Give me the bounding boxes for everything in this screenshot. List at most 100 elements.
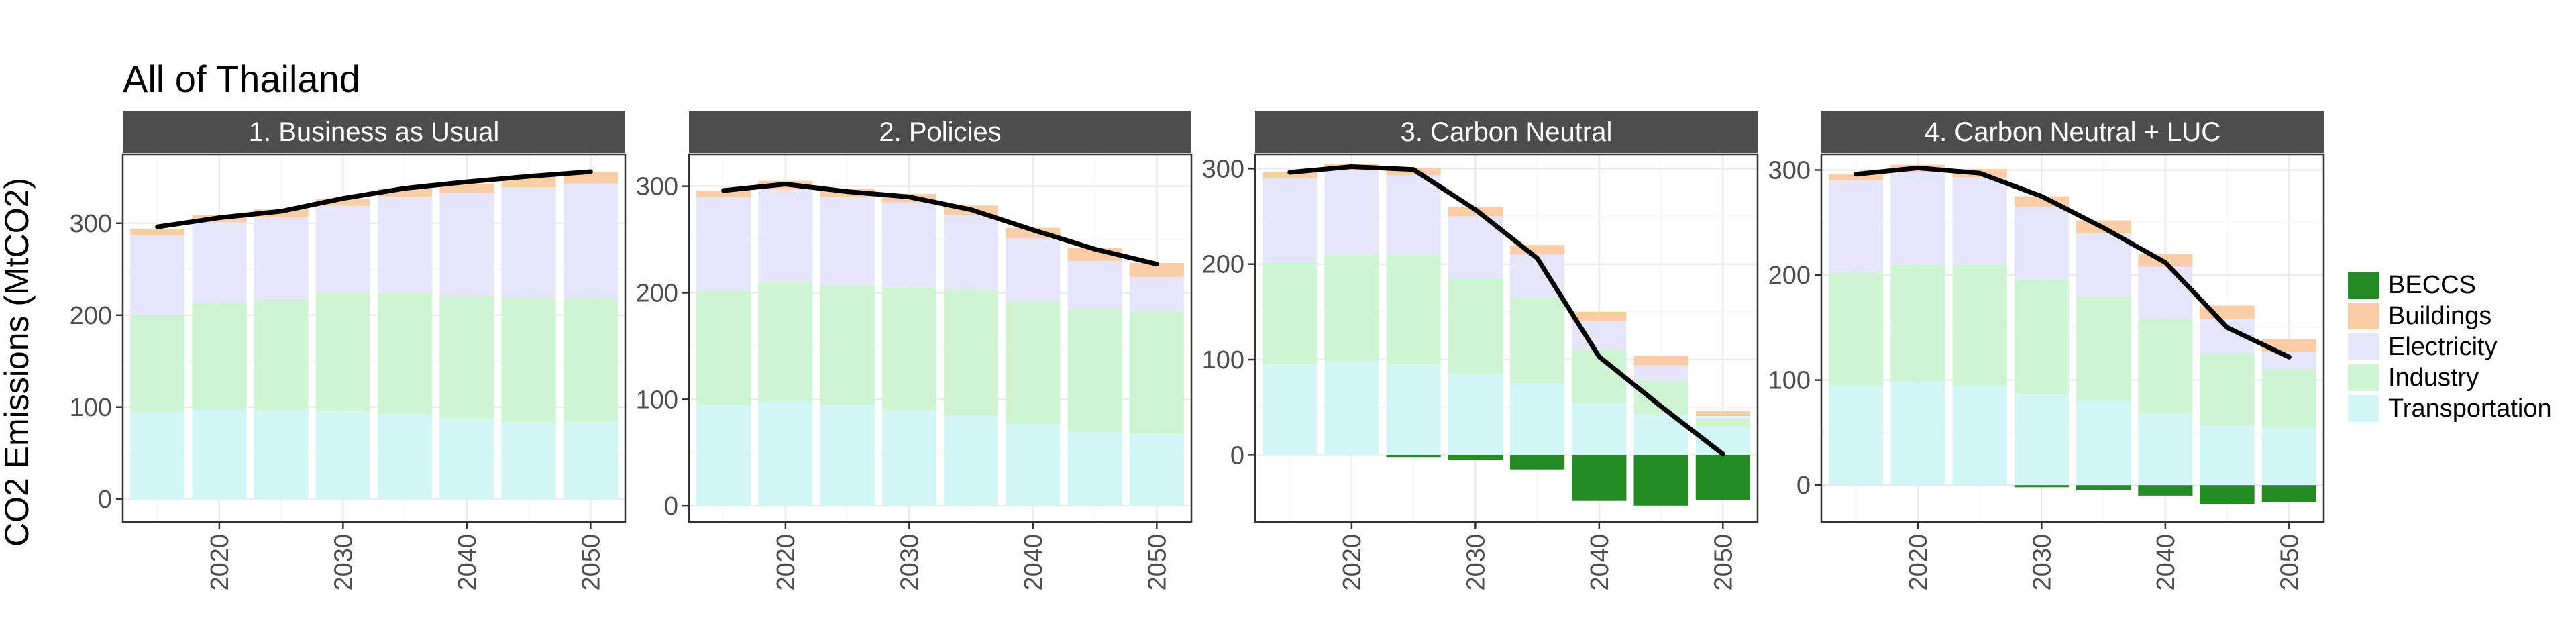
facet-strip-label: 4. Carbon Neutral + LUC [1925, 117, 2220, 147]
y-tick-label: 300 [1768, 156, 1811, 184]
y-tick-label: 300 [1202, 155, 1244, 183]
x-tick-label: 2020 [1338, 534, 1366, 591]
y-axis-label: CO2 Emissions (MtCO2) [0, 178, 36, 547]
panel-border [121, 153, 627, 523]
bar-transportation-2025 [820, 405, 875, 506]
bar-electricity-2025 [1386, 175, 1441, 255]
bar-beccs-2035 [1510, 455, 1565, 470]
facet-strip [123, 111, 625, 153]
bar-beccs-2050 [2261, 485, 2316, 502]
x-tick-label: 2040 [1586, 534, 1614, 591]
bar-buildings-2050 [1129, 263, 1184, 277]
legend-key-beccs [2348, 272, 2379, 299]
x-tick-label: 2040 [2152, 534, 2180, 591]
bar-transportation-2040 [1006, 423, 1061, 506]
bar-industry-2050 [1695, 419, 1750, 427]
bar-transportation-2045 [501, 421, 556, 499]
x-tick-label: 2020 [1904, 534, 1933, 591]
facet-strip [689, 111, 1191, 153]
bar-electricity-2045 [1067, 260, 1122, 309]
bar-electricity-2045 [501, 187, 556, 298]
bar-industry-2020 [758, 282, 813, 402]
bar-electricity-2020 [758, 188, 813, 282]
bar-transportation-2020 [1890, 382, 1945, 486]
bar-industry-2035 [1510, 297, 1565, 384]
total-emissions-line [155, 169, 593, 229]
legend-label-beccs: BECCS [2388, 271, 2476, 299]
legend-key-industry [2348, 364, 2379, 391]
bar-industry-2020 [1890, 264, 1945, 382]
x-tick-label: 2050 [2275, 534, 2304, 591]
y-tick-label: 100 [1202, 346, 1244, 374]
bar-transportation-2025 [254, 409, 309, 499]
bar-industry-2040 [2138, 319, 2193, 414]
bar-transportation-2030 [1448, 374, 1503, 455]
y-axis: 0 100 200 300 [70, 210, 123, 514]
bar-industry-2025 [1952, 264, 2007, 386]
bar-industry-2015 [1829, 272, 1884, 386]
bar-industry-2050 [1129, 311, 1184, 434]
bar-industry-2045 [2200, 354, 2255, 425]
total-emissions-line [1854, 165, 2292, 360]
bar-transportation-2040 [2138, 413, 2193, 486]
y-tick-label: 0 [98, 486, 112, 514]
bar-transportation-2025 [1952, 385, 2007, 486]
bar-transportation-2015 [696, 405, 751, 506]
bar-industry-2020 [192, 303, 247, 409]
bar-transportation-2030 [2014, 393, 2069, 486]
bar-transportation-2025 [1386, 364, 1441, 455]
bar-electricity-2025 [1952, 177, 2007, 265]
bar-buildings-2015 [696, 191, 751, 197]
bar-electricity-2020 [1324, 170, 1379, 255]
bar-transportation-2020 [1324, 361, 1379, 455]
y-tick-label: 0 [664, 492, 678, 521]
legend-key-transportation [2348, 395, 2379, 422]
bar-industry-2035 [2076, 296, 2131, 401]
legend-label-industry: Industry [2388, 364, 2479, 392]
bar-electricity-2015 [130, 235, 185, 315]
facet-strip [1821, 111, 2324, 153]
y-tick-label: 0 [1796, 472, 1811, 500]
bar-industry-2040 [1006, 300, 1061, 424]
bar-beccs-2045 [2200, 485, 2255, 504]
bar-transportation-2030 [881, 410, 936, 506]
bar-industry-2040 [439, 295, 494, 419]
x-tick-label: 2030 [329, 534, 358, 591]
bar-buildings-2030 [315, 198, 370, 206]
y-tick-label: 100 [1768, 367, 1811, 395]
y-tick-label: 200 [70, 302, 112, 330]
bar-transportation-2020 [758, 401, 813, 506]
x-tick-label: 2030 [2028, 534, 2056, 591]
x-axis: 2020 2030 2040 2050 [1338, 522, 1737, 591]
bar-beccs-2030 [2014, 485, 2069, 488]
bar-electricity-2050 [1695, 416, 1750, 419]
bar-transportation-2050 [1129, 433, 1184, 506]
bar-industry-2050 [2261, 369, 2316, 428]
bar-electricity-2035 [2076, 233, 2131, 297]
bar-electricity-2015 [1829, 180, 1884, 273]
chart-title: All of Thailand [123, 58, 360, 100]
legend-label-buildings: Buildings [2388, 302, 2491, 330]
bar-electricity-2015 [696, 197, 751, 291]
bar-electricity-2050 [1129, 276, 1184, 311]
x-tick-label: 2040 [1020, 534, 1048, 591]
legend-key-buildings [2348, 303, 2379, 329]
bar-buildings-2015 [1263, 172, 1318, 178]
bar-transportation-2015 [1263, 364, 1318, 455]
bar-transportation-2035 [944, 415, 999, 506]
y-tick-label: 100 [70, 394, 112, 422]
y-tick-label: 200 [636, 279, 678, 307]
bars [1829, 164, 2316, 504]
bar-transportation-2035 [378, 414, 433, 499]
panel-border [1254, 153, 1759, 523]
bar-buildings-2015 [130, 228, 185, 235]
x-axis: 2020 2030 2040 2050 [206, 522, 605, 591]
facet-strip-label: 1. Business as Usual [249, 117, 500, 147]
x-tick-label: 2050 [1709, 534, 1737, 591]
x-tick-label: 2030 [1462, 534, 1490, 591]
bar-electricity-2050 [563, 183, 618, 298]
y-tick-label: 300 [636, 173, 678, 201]
bar-beccs-2040 [2138, 485, 2193, 496]
